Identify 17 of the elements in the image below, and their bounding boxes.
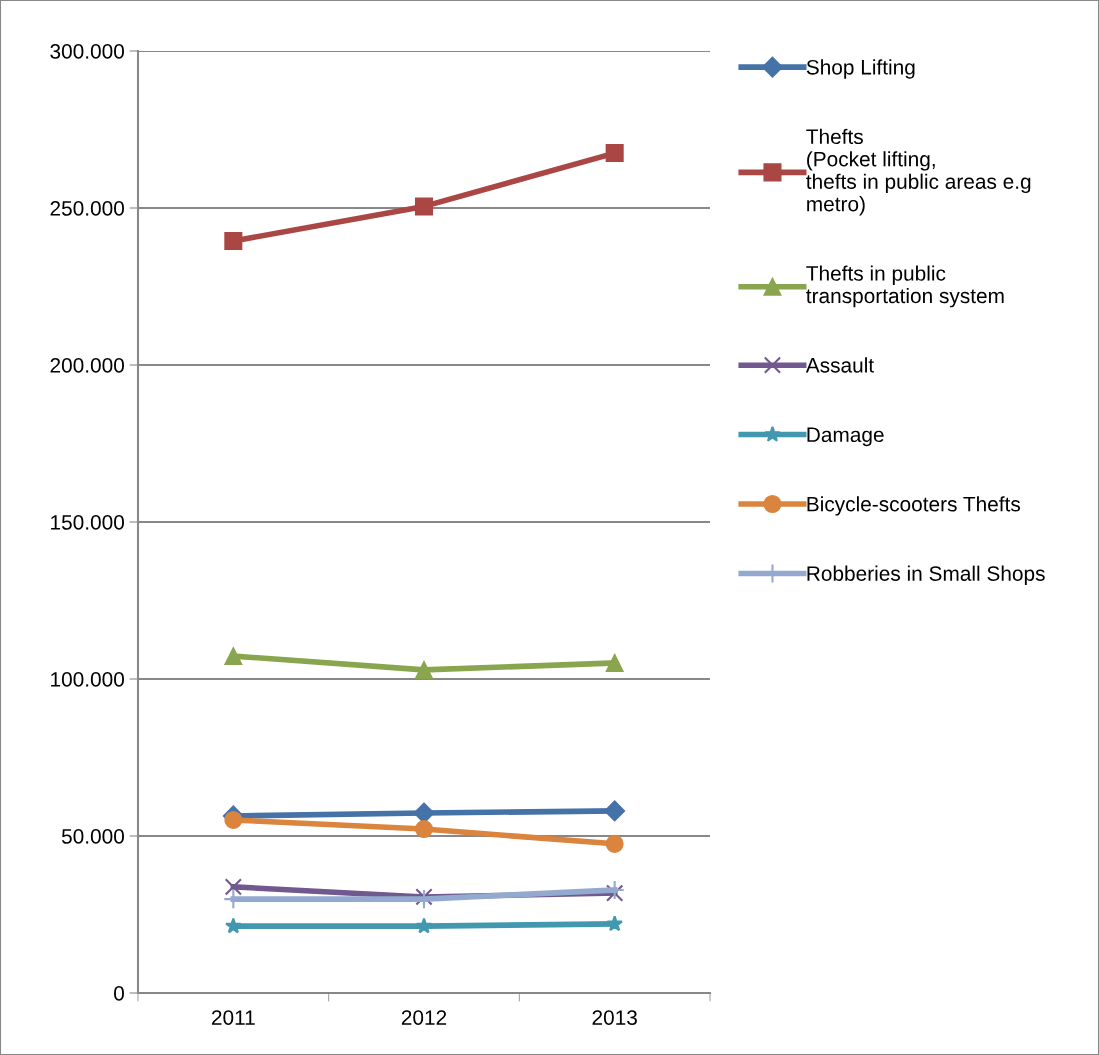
x-tick-label: 2012 <box>401 1010 447 1025</box>
y-tick-label: 50.000 <box>61 829 124 844</box>
y-tick-label: 250.000 <box>50 201 124 216</box>
y-tick-label: 100.000 <box>51 672 124 687</box>
x-tick-label: 2013 <box>592 1010 637 1025</box>
y-tick-label: 150.000 <box>51 515 124 530</box>
legend-label: Robberies in Small Shops <box>807 565 1045 586</box>
legend-label: Damage <box>807 427 884 447</box>
legend-label: Thefts (Pocket lifting, thefts in public areas e.g metro) <box>806 128 1031 216</box>
legend-label: Thefts in public transportation system <box>806 265 1004 308</box>
legend-label: Shop Lifting <box>806 59 915 79</box>
legend-label: Bicycle-scooters Thefts <box>807 496 1021 516</box>
legend-label: Assault <box>805 357 874 373</box>
y-tick-label: 300.000 <box>50 44 124 59</box>
x-tick-label: 2011 <box>211 1010 255 1025</box>
y-tick-label: 0 <box>114 986 124 1001</box>
y-tick-label: 200.000 <box>50 358 124 373</box>
